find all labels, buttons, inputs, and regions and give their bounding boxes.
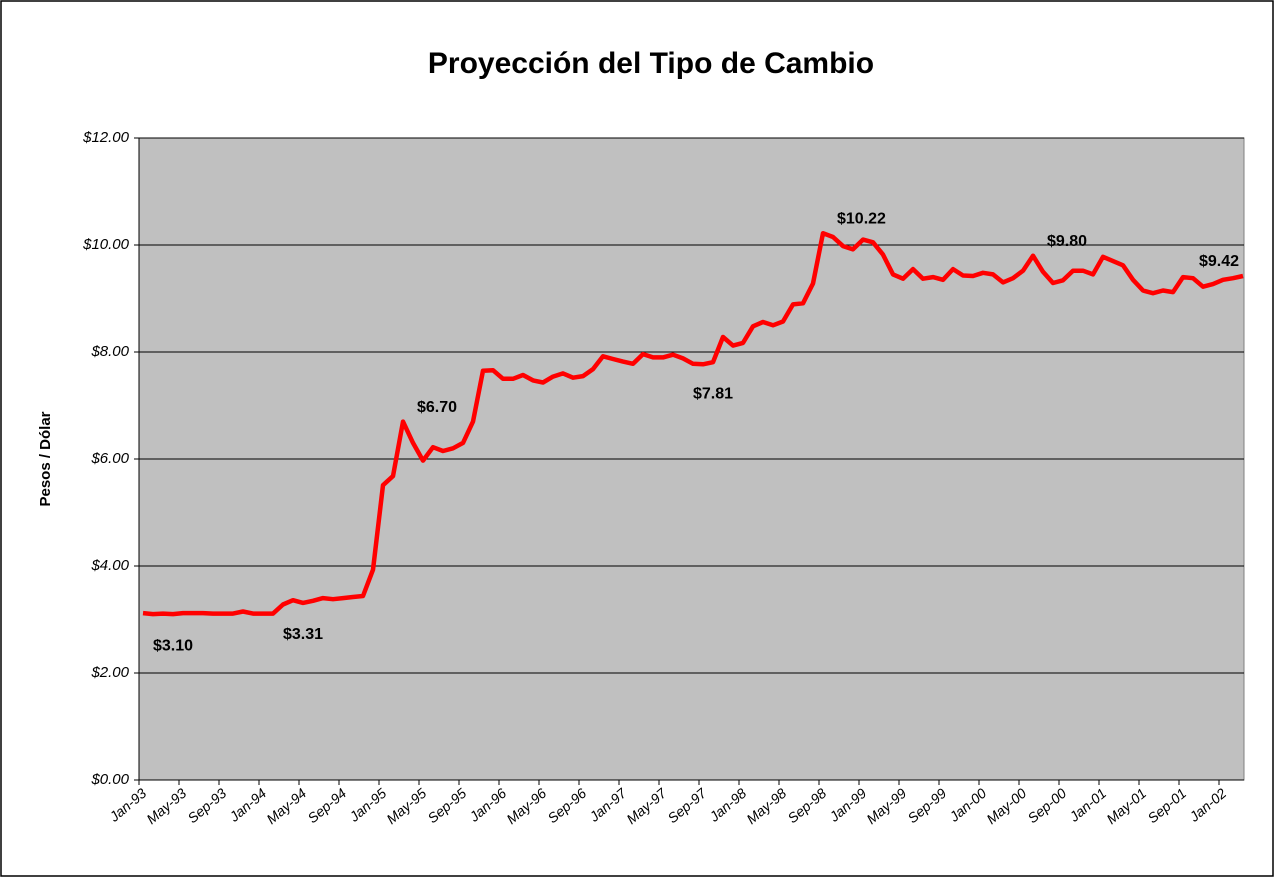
y-axis-label: Pesos / Dólar (37, 411, 54, 506)
data-label: $9.80 (1047, 233, 1087, 250)
y-tick-label: $4.00 (90, 557, 129, 574)
y-tick-label: $8.00 (90, 343, 129, 360)
data-label: $7.81 (693, 385, 733, 402)
y-tick-label: $10.00 (82, 236, 130, 253)
y-tick-label: $6.00 (90, 450, 129, 467)
chart-title: Proyección del Tipo de Cambio (428, 47, 874, 80)
line (142, 230, 1244, 617)
data-label: $6.70 (417, 399, 457, 416)
data-label: $10.22 (837, 210, 886, 227)
data-label: $9.42 (1199, 253, 1239, 270)
y-tick-label: $0.00 (90, 771, 129, 788)
y-tick-label: $2.00 (90, 664, 129, 681)
data-label: $3.10 (153, 637, 193, 654)
data-label: $3.31 (283, 626, 323, 643)
y-tick-label: $12.00 (82, 129, 130, 146)
